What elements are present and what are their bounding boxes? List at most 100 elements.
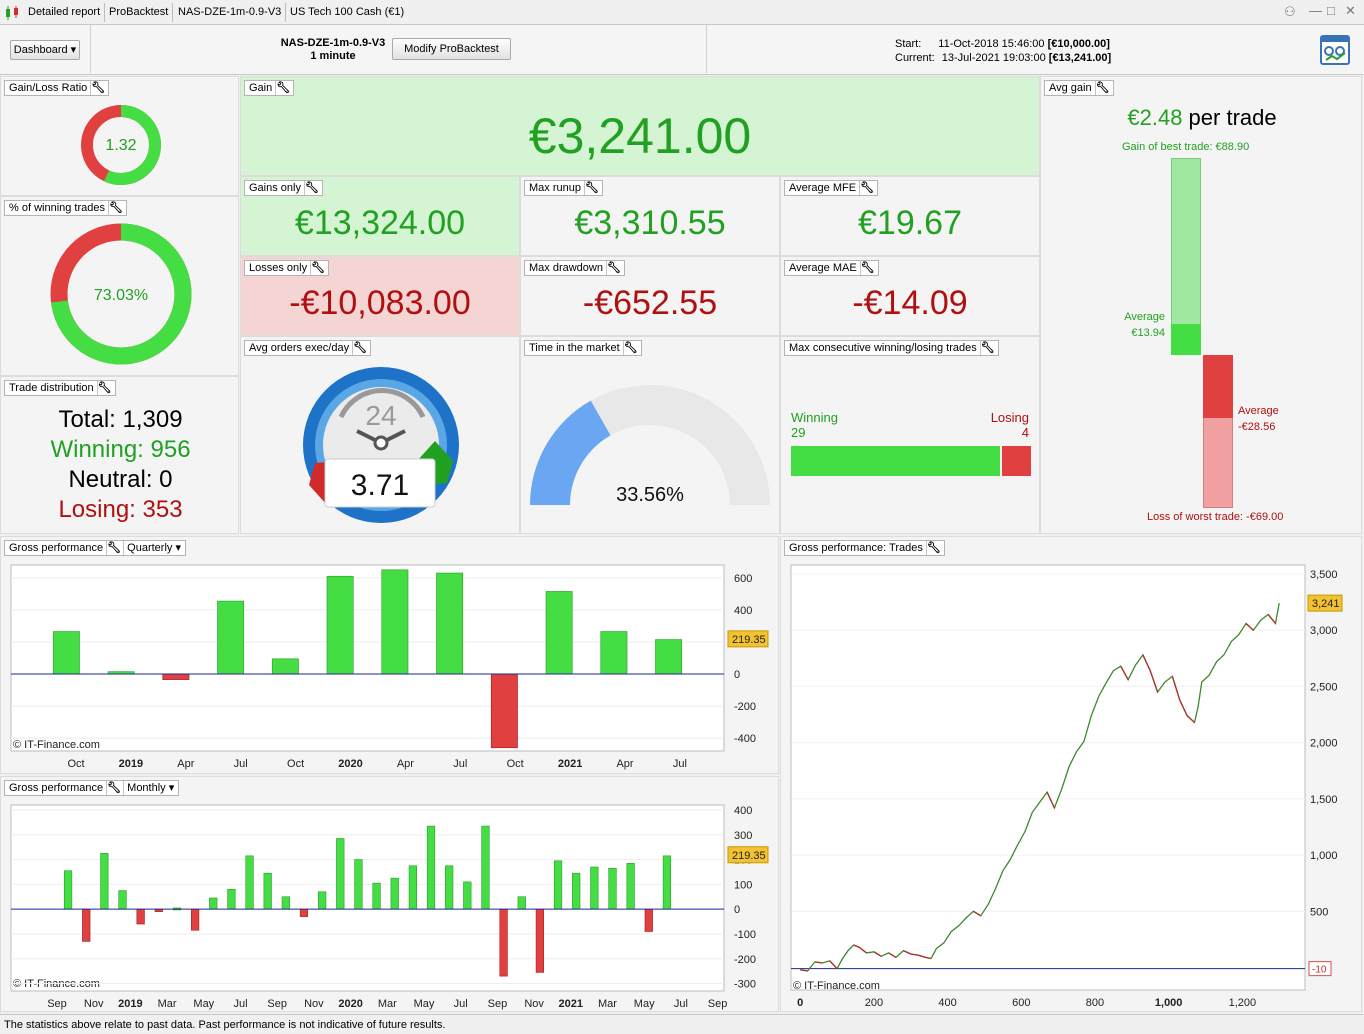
panel-title-text: Average MFE	[789, 182, 857, 194]
strategy-name: NAS-DZE-1m-0.9-V3	[280, 37, 386, 49]
y-tick-label: -100	[734, 929, 756, 941]
panel-title-text: Max runup	[529, 182, 581, 194]
close-icon[interactable]: ✕	[1345, 3, 1356, 18]
maximize-icon[interactable]: □	[1327, 3, 1335, 18]
gain-bar	[381, 569, 409, 675]
time-in-market-value: 33.56%	[616, 484, 684, 506]
wrench-icon[interactable]: 🔧︎	[108, 201, 123, 215]
wrench-icon[interactable]: 🔧︎	[583, 181, 599, 195]
wrench-icon[interactable]: 🔧︎	[979, 341, 995, 355]
period-dropdown[interactable]: Monthly ▾	[123, 781, 174, 795]
clock-arc	[338, 388, 426, 419]
wrench-icon[interactable]: 🔧︎	[925, 541, 941, 555]
panel-title-text: Average MAE	[789, 262, 857, 274]
wrench-icon[interactable]: 🔧︎	[303, 181, 319, 195]
average-loss-bar	[1203, 355, 1233, 419]
copyright: © IT-Finance.com	[793, 980, 880, 992]
baseline-marker	[1308, 961, 1332, 977]
winning-trades: Winning: 956	[50, 436, 191, 463]
max-runup-panel: Max runup 🔧︎ €3,310.55	[520, 176, 780, 256]
candlestick-icon	[6, 6, 18, 20]
gain-bar	[52, 631, 80, 675]
equity-down-segment	[1171, 676, 1181, 701]
disclaimer-footer: The statistics above relate to past data…	[0, 1014, 1364, 1034]
equity-down-segment	[1179, 699, 1188, 716]
gain-bar	[600, 631, 628, 675]
wrench-icon[interactable]: 🔧︎	[106, 781, 122, 795]
worst-trade-label: Loss of worst trade: -€69.00	[1147, 511, 1284, 523]
tab-instrument[interactable]: US Tech 100 Cash (€1)	[290, 6, 405, 18]
wrench-icon[interactable]: 🔧︎	[310, 261, 326, 275]
period-dropdown[interactable]: Quarterly ▾	[123, 541, 181, 555]
current-value-label: 3,241	[1312, 598, 1340, 610]
y-tick-label: 0	[734, 669, 740, 681]
plot-area	[10, 804, 725, 992]
wrench-icon[interactable]: 🔧︎	[275, 81, 291, 95]
max-runup-value: €3,310.55	[574, 204, 726, 242]
tab-bar: Detailed report ProBacktest NAS-DZE-1m-0…	[0, 0, 1364, 25]
equity-down-segment	[800, 969, 808, 972]
donut-gain-arc	[81, 105, 161, 185]
panel-title: Losses only 🔧︎	[244, 260, 330, 276]
share-icon[interactable]: ⚇	[1284, 4, 1296, 19]
dashboard-dropdown[interactable]: Dashboard ▾	[10, 40, 80, 60]
gain-bar	[217, 600, 245, 675]
y-tick-label: 2,000	[1310, 738, 1338, 750]
wrench-icon[interactable]: 🔧︎	[352, 341, 368, 355]
panel-title-text: Gross performance: Trades	[789, 542, 923, 554]
equity-down-segment	[1142, 654, 1151, 671]
equity-down-segment	[917, 954, 926, 959]
wrench-icon[interactable]: 🔧︎	[90, 81, 106, 95]
losing-streak-label: Losing 4	[991, 410, 1029, 440]
best-trade-label: Gain of best trade: €88.90	[1122, 141, 1250, 153]
gain-loss-donut: 1.32	[81, 105, 161, 185]
x-tick-label: Apr	[616, 758, 633, 770]
tab-probacktest[interactable]: ProBacktest	[105, 3, 174, 22]
x-tick-label: 400	[938, 997, 956, 1009]
neutral-trades: Neutral: 0	[68, 466, 173, 493]
modify-probacktest-button[interactable]: Modify ProBacktest	[392, 38, 511, 60]
y-tick-label: 400	[734, 605, 752, 617]
gain-bar	[390, 877, 399, 910]
quarterly-performance-panel: Gross performance 🔧︎ Quarterly ▾ © IT-Fina…	[0, 536, 779, 774]
loss-bar	[535, 908, 545, 973]
x-tick-label: Sep	[267, 998, 287, 1010]
x-tick-label: 2021	[559, 998, 583, 1010]
panel-title-text: Gains only	[249, 182, 301, 194]
losses-only-panel: Losses only 🔧︎ -€10,083.00	[240, 256, 520, 336]
gauge-fill	[530, 400, 611, 505]
x-tick-label: Nov	[84, 998, 104, 1010]
monthly-performance-panel: Gross performance 🔧︎ Monthly ▾ © IT-Financ…	[0, 776, 779, 1012]
losing-value: 4	[1021, 425, 1029, 440]
wrench-icon[interactable]: 🔧︎	[1094, 81, 1110, 95]
clock-center	[373, 435, 389, 451]
gain-bar	[245, 855, 254, 910]
wrench-icon[interactable]: 🔧︎	[622, 341, 638, 355]
minimize-icon[interactable]: —	[1309, 3, 1322, 18]
baseline-label: -10	[1312, 965, 1327, 976]
report-header: Dashboard ▾ NAS-DZE-1m-0.9-V3 1 minute M…	[0, 25, 1364, 75]
wrench-icon[interactable]: 🔧︎	[106, 541, 122, 555]
strategy-info: NAS-DZE-1m-0.9-V3 1 minute	[258, 37, 408, 63]
gain-bar	[545, 591, 573, 675]
streak-bar-losing	[1001, 446, 1031, 476]
x-tick-label: 2019	[118, 998, 142, 1010]
x-tick-label: 200	[865, 997, 883, 1009]
y-tick-label: 3,500	[1310, 569, 1338, 581]
x-tick-label: Apr	[397, 758, 414, 770]
avg-gain-value: €2.48	[1127, 105, 1183, 130]
report-settings-icon[interactable]	[1320, 34, 1352, 66]
panel-title: Max consecutive winning/losing trades 🔧︎	[784, 340, 999, 356]
time-in-market-panel: Time in the market 🔧︎ 33.56%	[520, 336, 780, 534]
tab-detailed-report[interactable]: Detailed report	[24, 3, 106, 22]
wrench-icon[interactable]: 🔧︎	[605, 261, 621, 275]
x-tick-label: Sep	[488, 998, 508, 1010]
winning-pct-donut: 73.03%	[50, 223, 192, 365]
x-tick-label: Jul	[453, 758, 467, 770]
wrench-icon[interactable]: 🔧︎	[96, 381, 112, 395]
loss-bar	[644, 908, 653, 932]
wrench-icon[interactable]: 🔧︎	[859, 261, 875, 275]
loss-bar	[490, 673, 518, 749]
wrench-icon[interactable]: 🔧︎	[859, 181, 875, 195]
tab-strategy[interactable]: NAS-DZE-1m-0.9-V3	[174, 3, 287, 22]
